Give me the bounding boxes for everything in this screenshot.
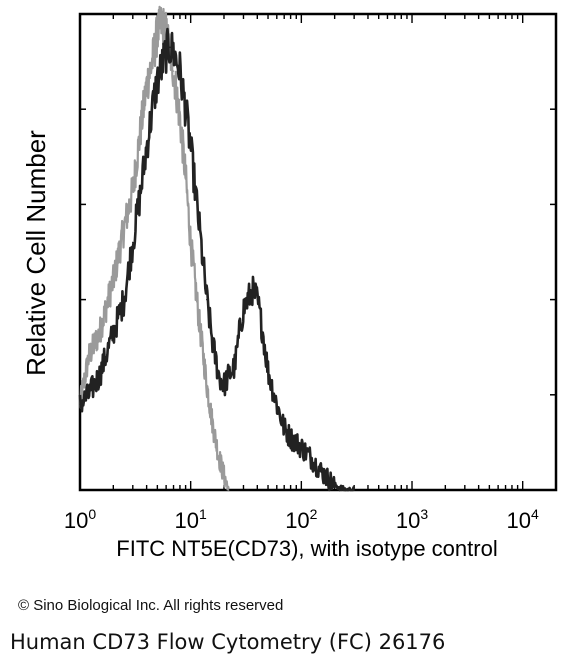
data-point	[151, 108, 154, 110]
data-point	[223, 474, 225, 477]
data-point	[247, 298, 249, 301]
data-point	[212, 346, 215, 349]
figure-caption: Human CD73 Flow Cytometry (FC) 26176	[10, 630, 446, 654]
data-point	[184, 108, 187, 110]
data-point	[172, 70, 175, 72]
x-tick-label: 104	[507, 506, 539, 533]
data-point	[233, 365, 236, 368]
data-point	[156, 32, 159, 34]
data-point	[87, 394, 90, 396]
data-point	[256, 298, 259, 301]
data-point	[309, 455, 311, 458]
data-point	[165, 51, 167, 53]
data-point	[212, 427, 215, 429]
data-point	[218, 374, 220, 377]
plot-frame	[78, 12, 558, 492]
data-point	[275, 403, 278, 406]
data-point	[98, 374, 101, 377]
data-point	[179, 70, 181, 72]
data-point	[161, 65, 163, 68]
data-point	[206, 298, 208, 301]
data-point	[262, 332, 264, 334]
data-point	[123, 298, 125, 301]
data-point	[98, 332, 101, 334]
cd73-series	[78, 27, 356, 492]
data-point	[218, 455, 220, 458]
x-axis-tick-labels: 100 101 102 103 104	[64, 506, 539, 533]
data-point	[112, 332, 115, 334]
data-point	[344, 489, 347, 491]
data-point	[227, 489, 230, 491]
data-point	[206, 384, 208, 387]
data-point	[132, 241, 134, 244]
data-point	[184, 175, 187, 177]
isotype-control-series	[78, 5, 230, 491]
series-layer	[78, 5, 356, 492]
data-point	[223, 384, 225, 387]
data-point	[151, 60, 154, 63]
data-point	[169, 46, 171, 49]
data-point	[198, 227, 201, 229]
data-point	[87, 355, 90, 358]
data-point	[145, 84, 148, 87]
y-axis-label: Relative Cell Number	[21, 130, 51, 376]
data-point	[300, 446, 303, 448]
data-point	[189, 146, 192, 149]
histogram-line	[78, 5, 230, 491]
data-point	[112, 279, 115, 282]
data-point	[139, 132, 142, 134]
data-point	[267, 370, 269, 372]
data-point	[172, 51, 175, 53]
x-tick-label: 103	[396, 506, 428, 533]
data-point	[139, 194, 142, 196]
data-point	[179, 117, 181, 120]
data-point	[320, 470, 322, 472]
data-point	[283, 427, 285, 429]
copyright-notice: © Sino Biological Inc. All rights reserv…	[18, 597, 284, 614]
flow-cytometry-histogram: 100 101 102 103 104 Relative Cell Number FIT…	[21, 5, 558, 561]
x-tick-label: 101	[175, 506, 207, 533]
data-point	[251, 289, 254, 291]
x-tick-label: 102	[285, 506, 317, 533]
x-tick-label: 100	[64, 506, 96, 533]
data-point	[189, 241, 192, 244]
data-point	[132, 189, 134, 191]
histogram-line	[78, 27, 356, 492]
data-point	[198, 322, 201, 325]
data-point	[242, 308, 245, 310]
data-point	[156, 79, 159, 82]
y-axis-ticks	[80, 13, 556, 396]
data-point	[145, 146, 148, 149]
data-point	[79, 403, 81, 406]
data-point	[161, 22, 163, 25]
data-point	[353, 489, 355, 491]
data-point	[227, 374, 230, 377]
x-axis-label: FITC NT5E(CD73), with isotype control	[116, 536, 497, 561]
data-point	[289, 436, 292, 439]
x-axis-ticks	[79, 14, 557, 490]
data-point	[123, 227, 125, 229]
data-point	[239, 327, 241, 329]
data-point	[333, 484, 336, 487]
